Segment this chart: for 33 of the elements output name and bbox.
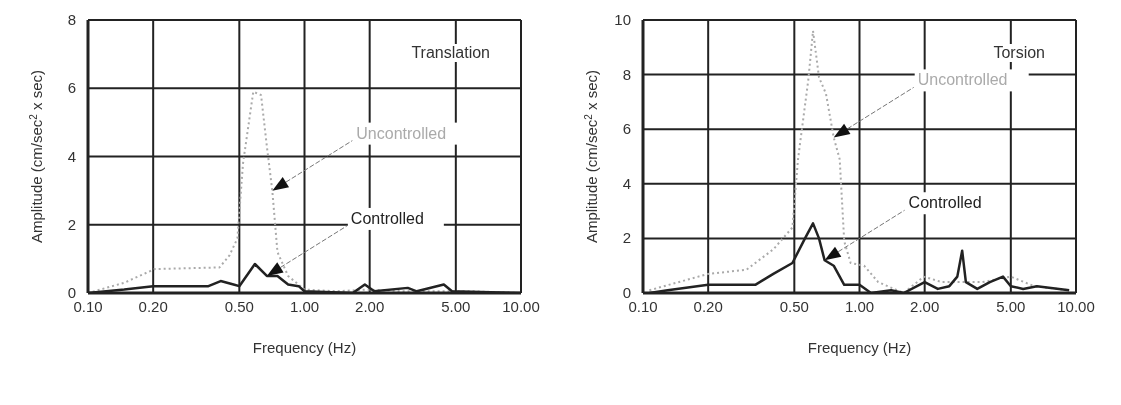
x-tick-label: 0.10 xyxy=(73,297,103,315)
x-tick-label: 2.00 xyxy=(910,297,940,315)
x-tick-label: 10.00 xyxy=(1057,297,1095,315)
x-tick-label: 2.00 xyxy=(355,297,385,315)
y-tick-label: 8 xyxy=(622,65,631,83)
text: Controlled xyxy=(908,194,982,212)
x-tick-label: 0.20 xyxy=(138,297,168,315)
text: Translation xyxy=(408,44,493,62)
x-tick-label: 5.00 xyxy=(441,297,471,315)
x-tick-label: 0.50 xyxy=(779,297,809,315)
x-tick-label: 0.50 xyxy=(224,297,254,315)
text: Controlled xyxy=(350,209,424,227)
x-tick-label: 1.00 xyxy=(289,297,320,315)
x-tick-label: 1.00 xyxy=(844,297,875,315)
x-tick-label: 5.00 xyxy=(996,297,1026,315)
text: Uncontrolled xyxy=(356,124,447,142)
y-tick-label: 6 xyxy=(622,120,631,138)
y-tick-label: 10 xyxy=(614,11,631,28)
y-tick-label: 4 xyxy=(67,147,76,165)
y-tick-label: 6 xyxy=(67,79,76,97)
x-tick-label: 0.10 xyxy=(628,297,658,315)
text: Uncontrolled xyxy=(917,71,1008,89)
x-axis-title: Frequency (Hz) xyxy=(807,339,912,356)
text: Torsion xyxy=(990,44,1048,62)
y-tick-label: 0 xyxy=(67,284,76,301)
x-tick-label: 10.00 xyxy=(502,297,540,315)
y-tick-label: 2 xyxy=(622,229,631,247)
y-tick-label: 4 xyxy=(622,174,631,192)
x-tick-label: 0.20 xyxy=(693,297,723,315)
y-tick-label: 2 xyxy=(67,215,76,233)
y-tick-label: 0 xyxy=(622,284,631,301)
x-axis-title: Frequency (Hz) xyxy=(252,339,357,356)
y-tick-label: 8 xyxy=(67,11,76,28)
